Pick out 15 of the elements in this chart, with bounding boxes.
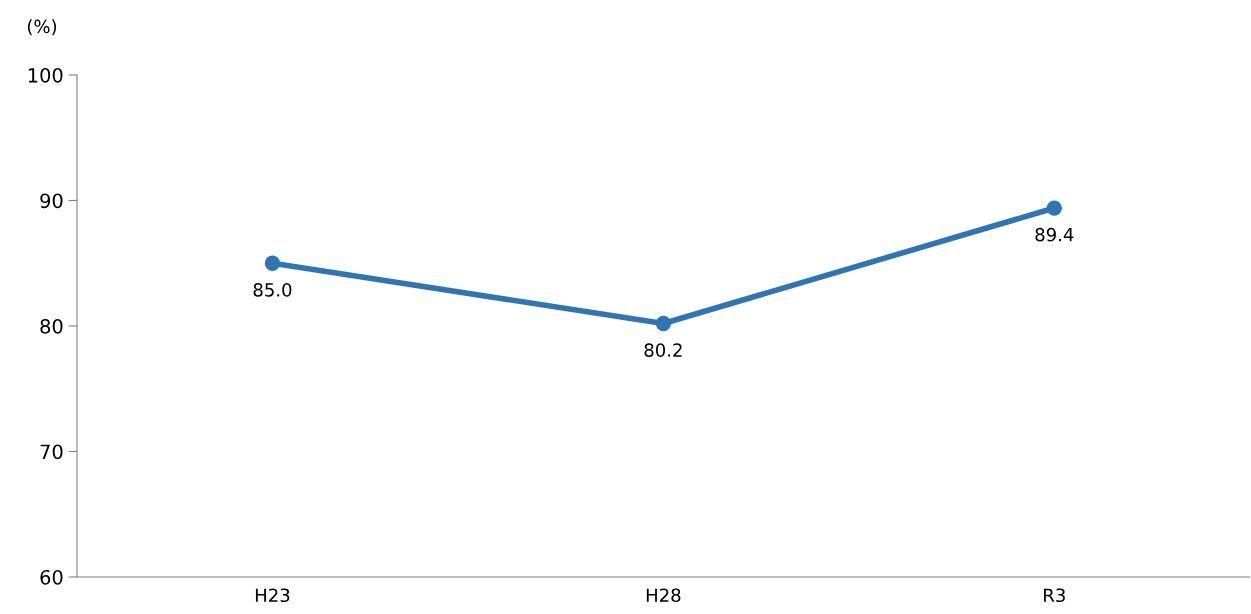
data-label: 89.4 [1035,227,1074,242]
point [1046,200,1062,216]
y-tick-label: 80 [40,318,63,334]
x-tick-label: H23 [255,588,290,603]
x-tick-label: R3 [1044,588,1065,603]
y-tick-label: 70 [40,444,63,460]
y-tick-label: 60 [40,569,63,585]
data-label: 85.0 [253,283,292,297]
point [264,255,281,271]
x-tick-label: H28 [646,588,681,603]
y-tick-label: 100 [28,67,63,83]
y-axis-title: (%) [27,19,57,36]
data-label: 80.2 [644,343,682,357]
point [655,315,672,332]
y-tick-label: 90 [40,193,63,209]
